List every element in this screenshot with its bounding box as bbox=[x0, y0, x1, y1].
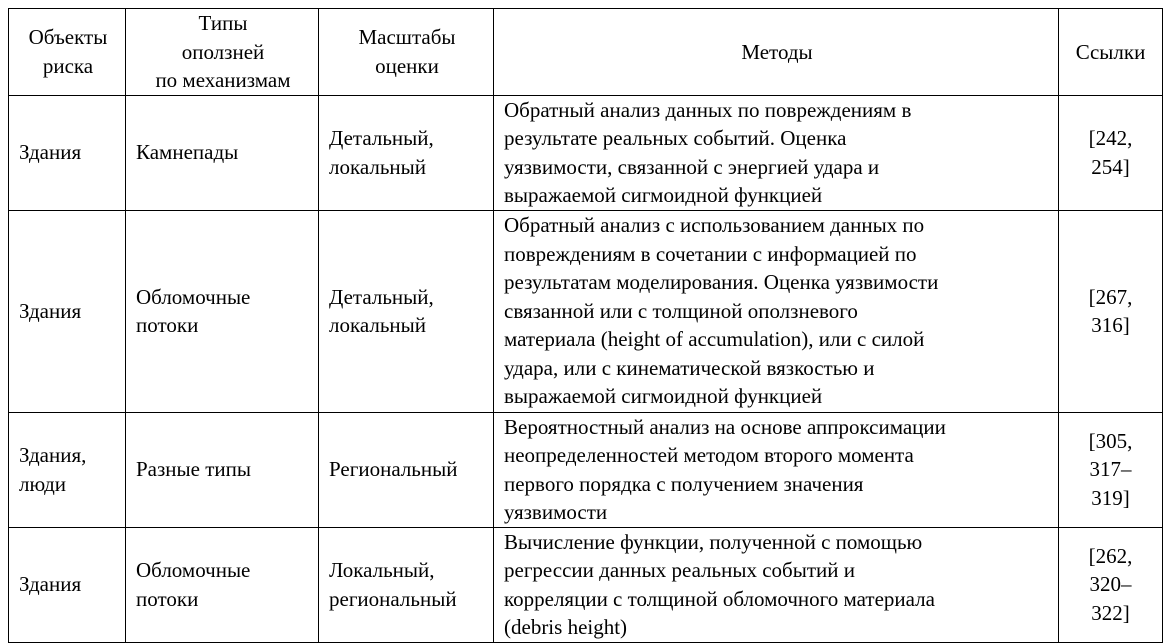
cell: Вычисление функции, полученной с помощью… bbox=[493, 526, 1059, 643]
cell: [305, 317– 319] bbox=[1058, 411, 1163, 528]
cell: Камнепады bbox=[125, 94, 319, 211]
cell-line: 317– bbox=[1089, 457, 1132, 482]
cell: Здания, люди bbox=[8, 411, 126, 528]
cell-line: удара, или с кинематической вязкостью и bbox=[504, 355, 875, 380]
cell: Методы bbox=[493, 8, 1059, 96]
cell-line: [305, bbox=[1088, 428, 1133, 453]
cell-line: оползней bbox=[181, 39, 265, 64]
cell: Обломочные потоки bbox=[125, 209, 319, 413]
cell-line: Вычисление функции, полученной с помощью bbox=[504, 529, 923, 554]
cell-line: Детальный, bbox=[329, 126, 434, 150]
cell: Вероятностный анализ на основе аппроксим… bbox=[493, 411, 1059, 528]
cell-line: потоки bbox=[136, 313, 199, 337]
cell-line: [242, bbox=[1088, 126, 1133, 150]
cell-line: 254] bbox=[1091, 154, 1130, 179]
row: Здания, люди Разные типы Региональный Вероят… bbox=[8, 411, 1163, 528]
cell-line: Здания bbox=[19, 298, 82, 323]
cell: Здания bbox=[8, 526, 126, 643]
cell: Здания bbox=[8, 209, 126, 413]
cell-line: по механизмам bbox=[155, 68, 291, 92]
cell-line: Обратный анализ с использованием данных … bbox=[504, 213, 925, 238]
cell: Региональный bbox=[318, 411, 494, 528]
table: Объекты риска Типы оползней по механизмам Мас… bbox=[8, 8, 1163, 643]
cell-line: люди bbox=[19, 471, 67, 496]
cell-line: Обломочные bbox=[136, 284, 251, 309]
cell: [242, 254] bbox=[1058, 94, 1163, 211]
cell-line: результате реальных событий. Оценка bbox=[504, 126, 847, 150]
cell-line: риска bbox=[42, 53, 94, 78]
cell-line: корреляции с толщиной обломочного матери… bbox=[504, 586, 935, 611]
cell-line: выражаемой сигмоидной функцией bbox=[504, 384, 823, 409]
cell-line: связанной или с толщиной оползневого bbox=[504, 298, 858, 323]
cell-line: уязвимости, связанной с энергией удара и bbox=[504, 154, 880, 179]
cell: Обратный анализ с использованием данных … bbox=[493, 209, 1059, 413]
cell: Детальный, локальный bbox=[318, 209, 494, 413]
cell-line: 319] bbox=[1091, 485, 1130, 510]
cell: [262, 320– 322] bbox=[1058, 526, 1163, 643]
cell-line: Камнепады bbox=[136, 140, 239, 165]
cell-line: потоки bbox=[136, 586, 199, 611]
cell-line: [262, bbox=[1088, 543, 1133, 568]
cell-line: Масштабы bbox=[358, 25, 456, 50]
cell-line: региональный bbox=[329, 586, 457, 611]
cell-line: оценки bbox=[375, 53, 439, 78]
cell: Локальный, региональный bbox=[318, 526, 494, 643]
cell-line: Локальный, bbox=[329, 558, 435, 582]
cell-line: Детальный, bbox=[329, 284, 434, 309]
cell-line: Здания bbox=[19, 140, 82, 165]
cell-line: первого порядка с получением значения bbox=[504, 471, 864, 496]
cell-line: Обратный анализ данных по повреждениям в bbox=[504, 97, 912, 122]
cell: Здания bbox=[8, 94, 126, 211]
cell-line: Вероятностный анализ на основе аппроксим… bbox=[504, 414, 946, 439]
cell-line: локальный bbox=[329, 154, 427, 179]
row: Здания Камнепады Детальный, локальный Обратн… bbox=[8, 94, 1163, 211]
cell-line: уязвимости bbox=[504, 500, 608, 524]
cell-line: материала (height of accumulation), или … bbox=[504, 327, 925, 352]
cell-line: [267, bbox=[1088, 284, 1133, 309]
cell-line: Типы bbox=[198, 11, 248, 35]
cell-line: Региональный bbox=[329, 457, 458, 482]
cell: Обратный анализ данных по повреждениям в… bbox=[493, 94, 1059, 211]
cell-line: (debris height) bbox=[504, 615, 628, 639]
header-row: Объекты риска Типы оползней по механизмам Мас… bbox=[8, 8, 1163, 96]
cell: Масштабы оценки bbox=[318, 8, 494, 96]
cell-line: повреждениям в сочетании с информацией п… bbox=[504, 241, 917, 266]
cell-line: результатам моделирования. Оценка уязвим… bbox=[504, 270, 939, 295]
cell-line: Здания, bbox=[19, 443, 87, 467]
cell-line: Здания bbox=[19, 572, 82, 597]
cell: Ссылки bbox=[1058, 8, 1163, 96]
cell-line: Ссылки bbox=[1075, 39, 1146, 64]
row: Здания Обломочные потоки Локальный, регионал… bbox=[8, 526, 1163, 643]
cell: Детальный, локальный bbox=[318, 94, 494, 211]
cell-line: Разные типы bbox=[136, 457, 251, 482]
cell-line: Объекты bbox=[28, 25, 108, 50]
cell-line: Обломочные bbox=[136, 558, 251, 582]
cell-line: локальный bbox=[329, 313, 427, 337]
cell: Типы оползней по механизмам bbox=[125, 8, 319, 96]
row: Здания Обломочные потоки Детальный, локальны… bbox=[8, 209, 1163, 413]
cell-line: выражаемой сигмоидной функцией bbox=[504, 183, 823, 207]
cell: Обломочные потоки bbox=[125, 526, 319, 643]
cell-line: 316] bbox=[1091, 313, 1130, 337]
cell: [267, 316] bbox=[1058, 209, 1163, 413]
cell-line: Методы bbox=[741, 39, 813, 64]
cell: Разные типы bbox=[125, 411, 319, 528]
cell: Объекты риска bbox=[8, 8, 126, 96]
cell-line: неопределенностей методом второго момент… bbox=[504, 443, 914, 467]
cell-line: 320– bbox=[1089, 572, 1132, 597]
cell-line: 322] bbox=[1091, 600, 1130, 625]
cell-line: регрессии данных реальных событий и bbox=[504, 558, 855, 582]
